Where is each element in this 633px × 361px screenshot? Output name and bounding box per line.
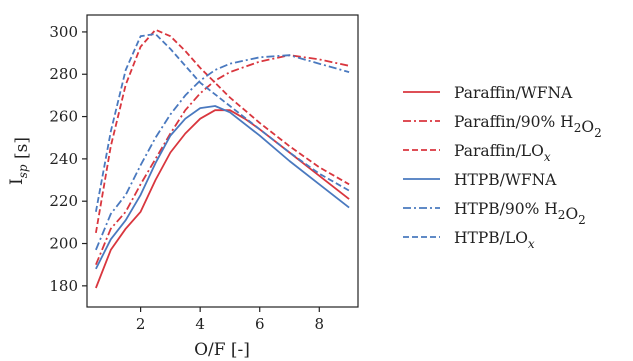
y-tick-label: 220 [49, 192, 78, 210]
y-tick-label: 280 [49, 65, 78, 83]
y-tick-label: 180 [49, 277, 78, 295]
y-tick-label: 240 [49, 150, 78, 168]
x-tick-label: 6 [255, 315, 265, 333]
x-tick-label: 8 [315, 315, 325, 333]
legend-label: HTPB/WFNA [454, 171, 557, 189]
x-axis-ticks: 2 4 6 8 [136, 307, 324, 333]
y-tick-label: 200 [49, 235, 78, 253]
legend: Paraffin/WFNA Paraffin/90% H2O2Paraffin/L… [403, 84, 602, 251]
y-tick-label: 300 [49, 23, 78, 41]
x-tick-label: 2 [136, 315, 146, 333]
series-line-3 [95, 105, 350, 270]
series-line-0 [95, 109, 350, 289]
y-axis-ticks: 180 200 220 240 260 280 300 [49, 23, 87, 295]
series-lines [95, 28, 350, 289]
series-line-1 [95, 54, 350, 266]
legend-label: Paraffin/LOx [454, 142, 551, 164]
plot-area-frame [86, 14, 359, 308]
series-line-2 [95, 28, 350, 234]
legend-label: Paraffin/90% H2O2 [454, 113, 602, 140]
series-line-5 [95, 33, 350, 212]
legend-label: Paraffin/WFNA [454, 84, 573, 102]
y-tick-label: 260 [49, 108, 78, 126]
legend-label: HTPB/90% H2O2 [454, 200, 586, 227]
legend-label: HTPB/LOx [454, 229, 535, 251]
x-tick-label: 4 [195, 315, 205, 333]
y-axis-label: Isp [s] [7, 137, 32, 185]
x-axis-label: O/F [-] [194, 340, 250, 360]
series-line-4 [95, 54, 350, 251]
